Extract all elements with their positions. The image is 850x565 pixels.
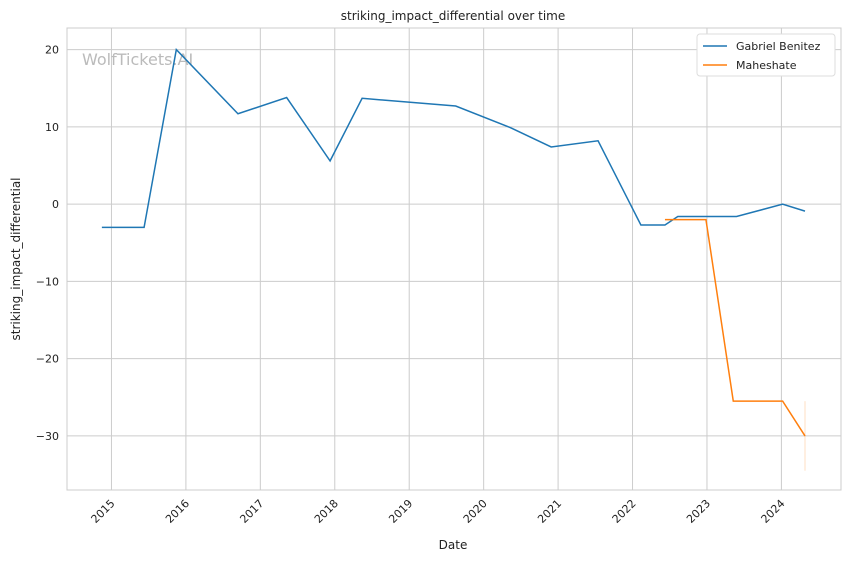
- x-tick-label: 2023: [684, 497, 713, 526]
- legend-label: Gabriel Benitez: [736, 40, 821, 53]
- y-axis-label: striking_impact_differential: [9, 177, 23, 340]
- y-tick-label: −30: [36, 430, 59, 443]
- series-line: [101, 48, 806, 229]
- x-tick-label: 2015: [89, 497, 118, 526]
- series-lines: [101, 48, 806, 471]
- grid: [67, 28, 841, 490]
- y-tick-label: 0: [52, 198, 59, 211]
- y-tick-label: 20: [45, 44, 59, 57]
- chart-title: striking_impact_differential over time: [341, 9, 566, 23]
- legend-label: Maheshate: [736, 59, 797, 72]
- x-tick-label: 2018: [312, 497, 341, 526]
- x-tick-label: 2016: [163, 497, 192, 526]
- x-tick-label: 2019: [386, 497, 415, 526]
- y-tick-label: 10: [45, 121, 59, 134]
- legend: Gabriel Benitez Maheshate: [696, 33, 836, 77]
- x-tick-label: 2024: [759, 497, 788, 526]
- legend-box: [696, 33, 836, 77]
- x-tick-label: 2020: [461, 497, 490, 526]
- x-tick-label: 2022: [610, 497, 639, 526]
- y-tick-label: −10: [36, 275, 59, 288]
- x-axis-label: Date: [439, 538, 468, 552]
- plot-area: [66, 27, 842, 491]
- x-tick-label: 2021: [535, 497, 564, 526]
- watermark: WolfTickets.AI: [82, 50, 193, 69]
- y-tick-label: −20: [36, 353, 59, 366]
- series-line: [664, 218, 806, 437]
- x-tick-label: 2017: [237, 497, 266, 526]
